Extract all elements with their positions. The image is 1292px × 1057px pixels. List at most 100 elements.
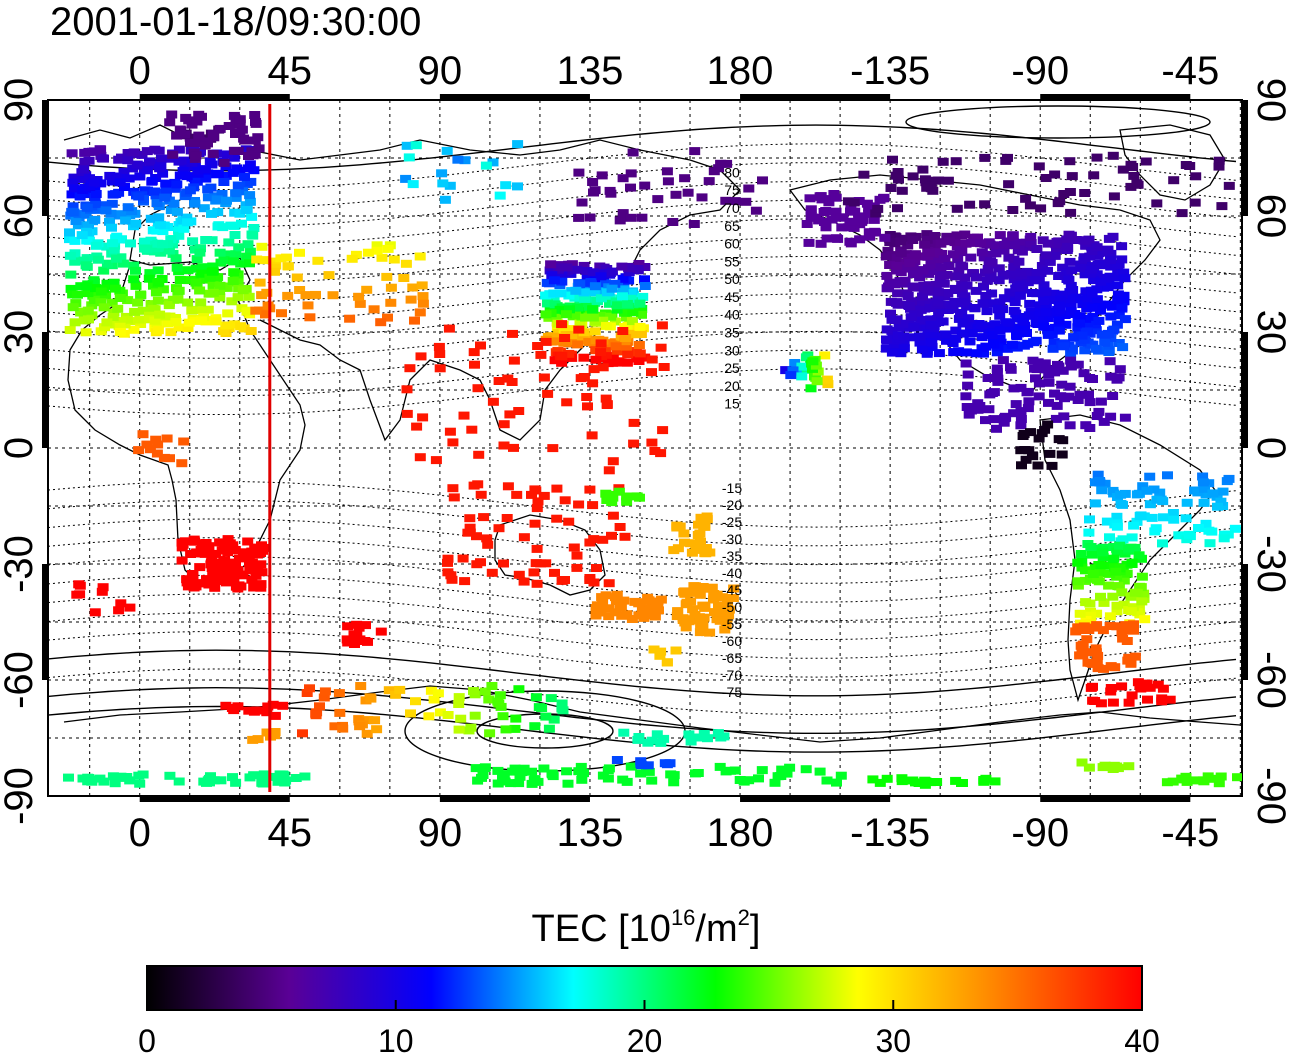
tec-cell	[154, 164, 166, 173]
tec-cell	[642, 593, 654, 602]
tec-cell	[597, 535, 609, 544]
tec-cell	[685, 737, 697, 746]
tec-cell	[1083, 763, 1095, 772]
tec-cell	[206, 160, 218, 169]
contour-label-north: 70	[724, 200, 740, 216]
tec-cell	[1093, 316, 1105, 325]
tec-cell	[168, 199, 180, 208]
tec-cell	[588, 365, 600, 374]
tec-cell	[483, 695, 495, 704]
tec-cell	[1048, 289, 1060, 298]
tec-cell	[1197, 478, 1209, 487]
tec-cell	[117, 259, 129, 268]
tec-cell	[952, 255, 964, 264]
tec-cell	[979, 153, 991, 162]
tec-cell	[88, 296, 100, 305]
tec-cell	[552, 337, 564, 346]
tec-cell	[578, 288, 590, 297]
frame-band-top	[1040, 94, 1191, 100]
tec-cell	[616, 611, 628, 620]
tec-cell	[227, 773, 238, 782]
tec-cell	[98, 266, 110, 275]
tec-cell	[597, 598, 609, 607]
tec-cell	[344, 314, 356, 323]
tec-cell	[720, 196, 732, 205]
tec-cell	[207, 130, 219, 138]
tec-cell	[505, 779, 517, 788]
tec-cell	[1156, 697, 1168, 706]
tec-cell	[1022, 404, 1034, 413]
tec-cell	[634, 493, 645, 502]
tec-cell	[915, 305, 927, 314]
tec-cell	[188, 535, 200, 544]
tec-cell	[649, 447, 661, 455]
tec-cell	[532, 497, 544, 506]
tec-cell	[971, 349, 983, 358]
tec-cell	[444, 427, 456, 436]
tec-cell	[1034, 301, 1046, 310]
tec-cell	[227, 277, 239, 285]
tec-cell	[228, 111, 240, 120]
tec-cell	[1065, 362, 1077, 371]
tec-cell	[881, 774, 893, 783]
tec-cell	[898, 344, 910, 353]
tec-cell	[1136, 572, 1148, 581]
tec-cell	[1111, 512, 1123, 521]
tec-cell	[1091, 621, 1103, 630]
tec-cell	[981, 307, 993, 316]
tec-cell	[1043, 370, 1055, 379]
tec-cell	[181, 218, 193, 227]
tec-cell	[959, 230, 971, 239]
tec-cell	[655, 449, 667, 458]
tec-cell	[171, 180, 183, 189]
tec-cell	[1061, 270, 1073, 279]
tec-cell	[1119, 315, 1131, 324]
tec-cell	[579, 294, 591, 303]
tec-cell	[607, 511, 619, 520]
tec-cell	[639, 181, 651, 190]
frame-band-right	[1242, 332, 1248, 448]
tec-cell	[679, 538, 690, 547]
tec-cell	[1076, 331, 1088, 340]
tec-cell	[1094, 302, 1106, 311]
tec-cell	[905, 313, 917, 322]
tec-cell	[597, 771, 609, 780]
tec-cell	[925, 321, 937, 329]
tec-cell	[230, 778, 242, 787]
tec-cell	[625, 183, 636, 192]
tec-cell	[975, 239, 987, 248]
tec-cell	[1104, 272, 1116, 281]
tec-cell	[921, 230, 933, 239]
tec-cell	[588, 288, 600, 297]
tec-cell	[1111, 522, 1123, 531]
tec-cell	[1109, 663, 1121, 672]
tec-cell	[988, 415, 1000, 424]
tec-cell	[895, 349, 907, 358]
tec-cell	[587, 305, 599, 314]
tec-cell	[134, 315, 146, 324]
tec-cell	[157, 240, 168, 249]
tec-cell	[540, 310, 552, 319]
tec-cell	[528, 776, 540, 785]
tec-cell	[998, 418, 1010, 427]
tec-cell	[1040, 251, 1052, 260]
tec-cell	[346, 254, 358, 263]
tec-cell	[107, 239, 118, 248]
tec-cell	[821, 375, 833, 384]
tec-cell	[161, 186, 172, 195]
tec-cell	[698, 521, 710, 530]
tec-cell	[227, 257, 239, 266]
tec-cell	[826, 215, 838, 224]
tec-cell	[988, 340, 1000, 349]
tec-cell	[133, 192, 145, 201]
tec-cell	[881, 284, 893, 293]
tec-cell	[1049, 251, 1061, 260]
tec-cell	[107, 772, 119, 781]
tec-cell	[236, 219, 247, 228]
tec-cell	[1139, 615, 1151, 624]
tec-cell	[1142, 695, 1153, 704]
tec-cell	[1126, 533, 1138, 542]
tec-cell	[182, 266, 194, 275]
tec-cell	[101, 242, 113, 251]
